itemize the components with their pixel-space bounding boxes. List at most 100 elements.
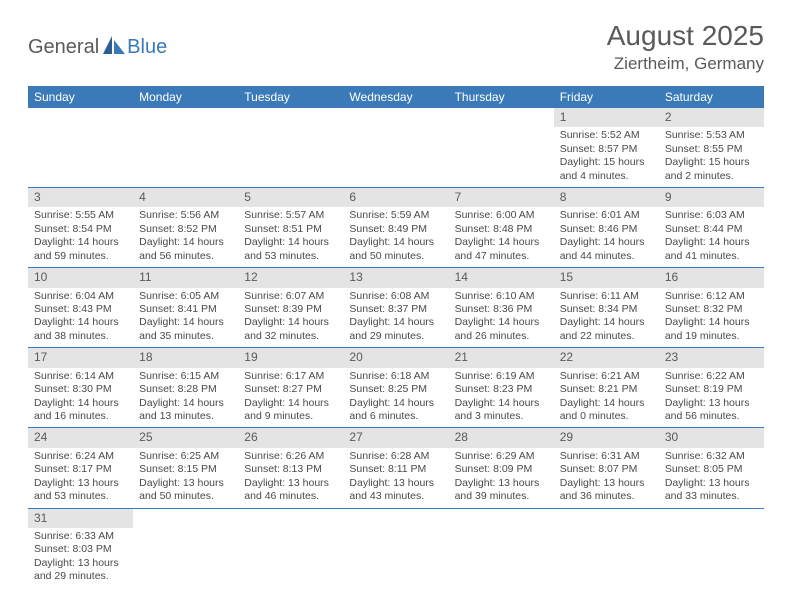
daylight-text: Daylight: 14 hours and 26 minutes. [455,316,548,343]
calendar-day-cell [343,108,448,188]
day-content: Sunrise: 6:24 AMSunset: 8:17 PMDaylight:… [28,448,133,508]
calendar-day-cell: 29Sunrise: 6:31 AMSunset: 8:07 PMDayligh… [554,428,659,508]
day-content: Sunrise: 6:03 AMSunset: 8:44 PMDaylight:… [659,207,764,267]
calendar-day-cell [133,108,238,188]
day-number: 3 [28,188,133,207]
sunset-text: Sunset: 8:09 PM [455,463,548,476]
day-number: 23 [659,348,764,367]
sunset-text: Sunset: 8:19 PM [665,383,758,396]
sunrise-text: Sunrise: 6:31 AM [560,450,653,463]
daylight-text: Daylight: 13 hours and 53 minutes. [34,477,127,504]
daylight-text: Daylight: 14 hours and 22 minutes. [560,316,653,343]
sunset-text: Sunset: 8:25 PM [349,383,442,396]
sunset-text: Sunset: 8:55 PM [665,143,758,156]
sunset-text: Sunset: 8:39 PM [244,303,337,316]
daylight-text: Daylight: 13 hours and 56 minutes. [665,397,758,424]
daylight-text: Daylight: 14 hours and 53 minutes. [244,236,337,263]
daylight-text: Daylight: 14 hours and 38 minutes. [34,316,127,343]
calendar-day-cell [449,508,554,588]
day-content: Sunrise: 6:18 AMSunset: 8:25 PMDaylight:… [343,368,448,428]
day-content: Sunrise: 6:05 AMSunset: 8:41 PMDaylight:… [133,288,238,348]
day-number: 31 [28,509,133,528]
calendar-day-cell: 16Sunrise: 6:12 AMSunset: 8:32 PMDayligh… [659,268,764,348]
day-number: 25 [133,428,238,447]
sunset-text: Sunset: 8:43 PM [34,303,127,316]
weekday-header: Tuesday [238,86,343,108]
calendar-day-cell: 31Sunrise: 6:33 AMSunset: 8:03 PMDayligh… [28,508,133,588]
calendar-day-cell: 7Sunrise: 6:00 AMSunset: 8:48 PMDaylight… [449,188,554,268]
calendar-day-cell: 22Sunrise: 6:21 AMSunset: 8:21 PMDayligh… [554,348,659,428]
day-number: 15 [554,268,659,287]
day-content: Sunrise: 6:17 AMSunset: 8:27 PMDaylight:… [238,368,343,428]
calendar-day-cell: 21Sunrise: 6:19 AMSunset: 8:23 PMDayligh… [449,348,554,428]
daylight-text: Daylight: 15 hours and 4 minutes. [560,156,653,183]
sunrise-text: Sunrise: 5:53 AM [665,129,758,142]
calendar-day-cell [659,508,764,588]
sunrise-text: Sunrise: 6:25 AM [139,450,232,463]
sunrise-text: Sunrise: 6:11 AM [560,290,653,303]
sunset-text: Sunset: 8:13 PM [244,463,337,476]
sunset-text: Sunset: 8:36 PM [455,303,548,316]
daylight-text: Daylight: 14 hours and 6 minutes. [349,397,442,424]
calendar-day-cell [28,108,133,188]
calendar-day-cell: 18Sunrise: 6:15 AMSunset: 8:28 PMDayligh… [133,348,238,428]
day-number: 22 [554,348,659,367]
calendar-day-cell: 17Sunrise: 6:14 AMSunset: 8:30 PMDayligh… [28,348,133,428]
sunrise-text: Sunrise: 6:04 AM [34,290,127,303]
calendar-day-cell: 3Sunrise: 5:55 AMSunset: 8:54 PMDaylight… [28,188,133,268]
sunrise-text: Sunrise: 6:26 AM [244,450,337,463]
calendar-header-row: SundayMondayTuesdayWednesdayThursdayFrid… [28,86,764,108]
day-number: 5 [238,188,343,207]
day-content: Sunrise: 6:15 AMSunset: 8:28 PMDaylight:… [133,368,238,428]
calendar-day-cell: 2Sunrise: 5:53 AMSunset: 8:55 PMDaylight… [659,108,764,188]
day-content: Sunrise: 5:56 AMSunset: 8:52 PMDaylight:… [133,207,238,267]
sunset-text: Sunset: 8:17 PM [34,463,127,476]
weekday-header: Friday [554,86,659,108]
day-number: 6 [343,188,448,207]
sunset-text: Sunset: 8:11 PM [349,463,442,476]
calendar-week-row: 3Sunrise: 5:55 AMSunset: 8:54 PMDaylight… [28,188,764,268]
day-number: 9 [659,188,764,207]
title-block: August 2025 Ziertheim, Germany [607,20,764,74]
sunset-text: Sunset: 8:03 PM [34,543,127,556]
day-number: 28 [449,428,554,447]
day-content: Sunrise: 6:11 AMSunset: 8:34 PMDaylight:… [554,288,659,348]
calendar-week-row: 17Sunrise: 6:14 AMSunset: 8:30 PMDayligh… [28,348,764,428]
daylight-text: Daylight: 14 hours and 50 minutes. [349,236,442,263]
day-content: Sunrise: 6:00 AMSunset: 8:48 PMDaylight:… [449,207,554,267]
calendar-day-cell: 23Sunrise: 6:22 AMSunset: 8:19 PMDayligh… [659,348,764,428]
calendar-day-cell: 14Sunrise: 6:10 AMSunset: 8:36 PMDayligh… [449,268,554,348]
day-number: 2 [659,108,764,127]
day-content: Sunrise: 6:12 AMSunset: 8:32 PMDaylight:… [659,288,764,348]
calendar-day-cell [238,508,343,588]
header: General Blue August 2025 Ziertheim, Germ… [0,0,792,82]
calendar-day-cell: 4Sunrise: 5:56 AMSunset: 8:52 PMDaylight… [133,188,238,268]
sunset-text: Sunset: 8:41 PM [139,303,232,316]
calendar-day-cell: 24Sunrise: 6:24 AMSunset: 8:17 PMDayligh… [28,428,133,508]
sunset-text: Sunset: 8:37 PM [349,303,442,316]
calendar-day-cell: 26Sunrise: 6:26 AMSunset: 8:13 PMDayligh… [238,428,343,508]
daylight-text: Daylight: 14 hours and 41 minutes. [665,236,758,263]
calendar-week-row: 1Sunrise: 5:52 AMSunset: 8:57 PMDaylight… [28,108,764,188]
day-number: 16 [659,268,764,287]
sunset-text: Sunset: 8:44 PM [665,223,758,236]
day-content: Sunrise: 6:31 AMSunset: 8:07 PMDaylight:… [554,448,659,508]
calendar-week-row: 31Sunrise: 6:33 AMSunset: 8:03 PMDayligh… [28,508,764,588]
sunset-text: Sunset: 8:23 PM [455,383,548,396]
sunrise-text: Sunrise: 6:15 AM [139,370,232,383]
day-content: Sunrise: 5:53 AMSunset: 8:55 PMDaylight:… [659,127,764,187]
daylight-text: Daylight: 13 hours and 36 minutes. [560,477,653,504]
daylight-text: Daylight: 14 hours and 56 minutes. [139,236,232,263]
day-content: Sunrise: 6:14 AMSunset: 8:30 PMDaylight:… [28,368,133,428]
day-content: Sunrise: 6:22 AMSunset: 8:19 PMDaylight:… [659,368,764,428]
daylight-text: Daylight: 14 hours and 0 minutes. [560,397,653,424]
calendar-day-cell [238,108,343,188]
day-number: 7 [449,188,554,207]
daylight-text: Daylight: 13 hours and 33 minutes. [665,477,758,504]
calendar-day-cell [343,508,448,588]
sunrise-text: Sunrise: 6:14 AM [34,370,127,383]
day-content: Sunrise: 6:01 AMSunset: 8:46 PMDaylight:… [554,207,659,267]
day-number: 12 [238,268,343,287]
sunrise-text: Sunrise: 6:21 AM [560,370,653,383]
sunset-text: Sunset: 8:05 PM [665,463,758,476]
